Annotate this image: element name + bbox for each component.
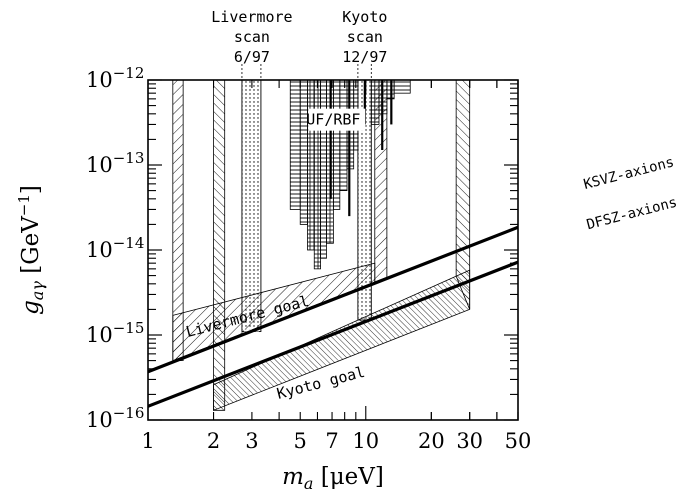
x-tick-label: 30	[456, 429, 483, 453]
x-tick-label: 3	[245, 429, 258, 453]
kyoto-scan-band	[357, 80, 372, 321]
x-tick-label: 5	[294, 429, 307, 453]
y-tick-label: 10−15	[86, 319, 144, 347]
kyoto-left-band	[213, 80, 226, 411]
uf-rbf-bar	[370, 80, 380, 125]
x-tick-label: 20	[418, 429, 445, 453]
y-tick-label: 10−14	[86, 234, 144, 262]
y-axis-title: gaγ [GeV−1]	[15, 185, 47, 315]
kyoto-scan-label: Kyoto	[342, 8, 387, 26]
x-tick-label: 1	[141, 429, 154, 453]
kyoto-scan-label: scan	[347, 28, 383, 46]
uf-rbf-bar	[307, 80, 315, 251]
uf-rbf-label-box	[308, 108, 366, 131]
uf-rbf-label: UF/RBF	[306, 111, 360, 129]
x-tick-label: 2	[207, 429, 220, 453]
uf-rbf-bar	[320, 80, 327, 259]
dfsz-label: DFSZ-axions	[585, 195, 679, 234]
uf-rbf-bar	[289, 80, 301, 210]
y-tick-label: 10−12	[86, 64, 144, 92]
ksvz-axionsline	[148, 225, 518, 374]
uf-rbf-bar	[313, 80, 321, 270]
uf-rbf-bar	[339, 80, 348, 191]
kyoto-scan-label: 12/97	[342, 48, 387, 66]
livermore-scan-label: scan	[234, 28, 270, 46]
ksvz-label: KSVZ-axions	[582, 154, 676, 193]
uf-rbf-bar	[332, 80, 341, 210]
livermore-scan-label: Livermore	[211, 8, 292, 26]
livermore-scan-band	[241, 80, 262, 332]
dfsz-axionsline	[148, 260, 518, 408]
x-tick-label: 50	[505, 429, 532, 453]
x-tick-label: 7	[325, 429, 338, 453]
x-axis-title: ma [μeV]	[282, 464, 384, 493]
y-tick-label: 10−16	[86, 404, 144, 432]
livermore-left-band	[172, 80, 184, 361]
uf-rbf-bar	[393, 80, 411, 94]
livermore-scan-label: 6/97	[234, 48, 270, 66]
x-tick-label: 10	[352, 429, 379, 453]
uf-rbf-bar	[299, 80, 308, 225]
y-tick-label: 10−13	[86, 149, 144, 177]
